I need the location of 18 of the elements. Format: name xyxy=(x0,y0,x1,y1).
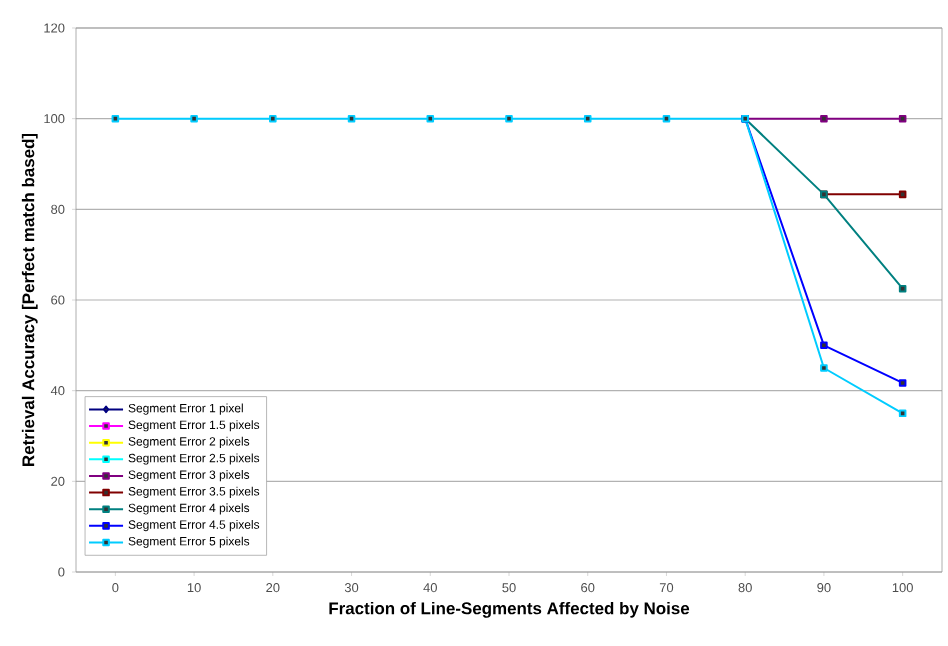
x-axis-title: Fraction of Line-Segments Affected by Noise xyxy=(329,601,690,618)
point xyxy=(898,409,907,418)
point xyxy=(898,284,907,293)
point xyxy=(583,114,592,123)
point xyxy=(898,379,907,387)
point xyxy=(505,114,513,123)
point xyxy=(820,114,828,123)
point xyxy=(347,114,356,123)
y-axis-title: Retrieval Accuracy [Perfect match based] xyxy=(21,133,38,466)
point xyxy=(898,114,907,123)
point xyxy=(426,114,435,123)
point xyxy=(269,114,277,123)
point xyxy=(111,114,120,123)
point xyxy=(820,341,828,350)
point xyxy=(898,190,907,199)
point xyxy=(820,364,828,372)
point xyxy=(190,114,198,123)
point xyxy=(662,114,671,123)
